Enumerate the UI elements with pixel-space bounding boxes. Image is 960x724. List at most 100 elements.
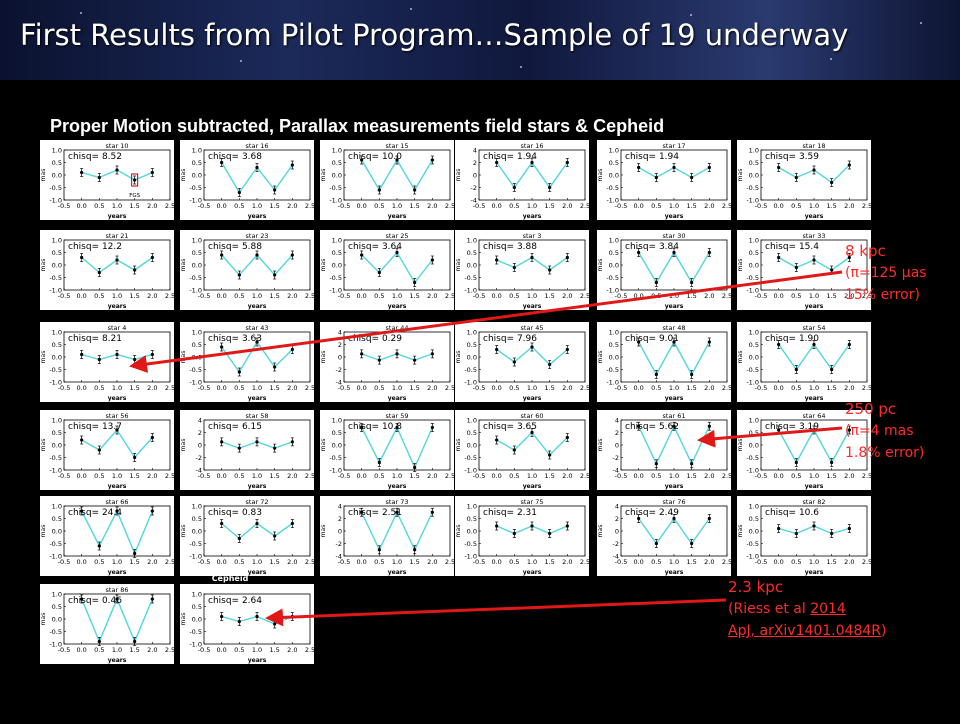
y-axis-label: mas: [455, 439, 462, 452]
y-tick-label: 0.5: [609, 249, 619, 257]
x-tick-label: 1.0: [669, 472, 679, 480]
chisq-label: chisq= 3.59: [765, 152, 819, 162]
data-point: [97, 639, 101, 644]
y-tick-label: 0.0: [52, 527, 62, 535]
x-tick-label: -0.5: [58, 472, 71, 480]
data-point: [115, 352, 119, 357]
chart-panel: star 30-0.50.00.51.01.52.02.5years1.00.5…: [597, 230, 732, 310]
x-tick-label: 2.5: [165, 472, 175, 480]
x-tick-label: 0.0: [633, 472, 643, 480]
x-tick-label: 1.0: [527, 558, 537, 566]
data-point: [273, 188, 277, 192]
y-tick-label: -1.0: [189, 286, 202, 294]
data-point: [115, 258, 119, 262]
panel-background: [737, 410, 871, 490]
y-tick-label: 1.0: [749, 416, 759, 424]
x-tick-label: 0.0: [216, 646, 226, 654]
x-tick-label: 0.5: [374, 472, 384, 480]
data-point: [794, 175, 798, 180]
x-tick-label: 0.0: [76, 646, 86, 654]
x-axis-label: years: [388, 213, 407, 220]
y-tick-label: -1.0: [189, 552, 202, 560]
x-tick-label: 1.5: [686, 202, 696, 210]
reference-link-year[interactable]: 2014: [810, 601, 846, 617]
y-tick-label: -1.0: [746, 466, 759, 474]
data-point: [80, 255, 84, 260]
reference-link-arxiv[interactable]: ApJ, arXiv1401.0484R: [728, 623, 882, 639]
panel-background: [180, 322, 314, 402]
data-point: [654, 462, 658, 466]
data-point: [413, 548, 417, 552]
x-tick-label: 0.5: [791, 202, 801, 210]
x-tick-label: 0.0: [773, 472, 783, 480]
annotation-8kpc-line1: 8 kpc: [845, 242, 886, 260]
y-axis-label: mas: [320, 169, 327, 182]
y-tick-label: 4: [615, 416, 619, 424]
chart-panel: star 58 -0.5 0.0 0.5 1.0 1.5 2.0 2.5 years 4 2 0 -2 -…: [180, 410, 315, 490]
x-tick-label: 1.5: [826, 558, 836, 566]
x-tick-label: 2.5: [445, 292, 455, 300]
y-tick-label: 1.0: [52, 328, 62, 336]
data-point: [548, 531, 552, 536]
data-point: [290, 163, 294, 167]
x-tick-label: 2.0: [704, 292, 714, 300]
chart-panel: star 61 -0.5 0.0 0.5 1.0 1.5 2.0 2.5 years 4 2 0 -2 -…: [597, 410, 732, 490]
chart-panel: star 23 -0.5 0.0 0.5 1.0 1.5 2.0 2.5 years 1.0 0.5…: [180, 230, 315, 310]
y-tick-label: -1.0: [49, 378, 62, 386]
data-point: [637, 340, 641, 344]
y-tick-label: -0.5: [606, 184, 619, 192]
data-point: [512, 448, 516, 452]
y-tick-label: -1.0: [746, 552, 759, 560]
x-tick-label: 1.5: [686, 472, 696, 480]
x-tick-label: 2.0: [562, 472, 572, 480]
y-tick-label: 0.5: [467, 341, 477, 349]
y-tick-label: -0.5: [329, 184, 342, 192]
y-tick-label: 0.0: [192, 171, 202, 179]
y-tick-label: -0.5: [49, 366, 62, 374]
y-axis-label: mas: [320, 259, 327, 272]
x-tick-label: 1.5: [409, 558, 419, 566]
x-tick-label: 2.5: [165, 646, 175, 654]
chart-panel: star 16 -0.5 0.0 0.5 1.0 1.5 2.0 2.5 years 1.0 0.5…: [180, 140, 315, 220]
annotation-250pc-line1: 250 pc: [845, 400, 897, 418]
y-tick-label: -1.0: [746, 196, 759, 204]
x-tick-label: -0.5: [338, 202, 351, 210]
data-point: [707, 340, 711, 344]
x-axis-label: years: [248, 483, 267, 490]
annotation-2-3kpc-line2: (Riess et al: [728, 601, 811, 617]
data-point: [847, 526, 851, 531]
x-tick-label: 1.0: [112, 646, 122, 654]
data-point: [220, 345, 224, 349]
chisq-label: chisq= 3.68: [208, 152, 262, 162]
x-tick-label: 1.0: [809, 472, 819, 480]
x-tick-label: -0.5: [58, 646, 71, 654]
x-tick-label: 0.5: [509, 384, 519, 392]
data-point: [290, 347, 294, 352]
y-axis-label: mas: [320, 351, 327, 364]
x-tick-label: 2.5: [165, 384, 175, 392]
y-tick-label: 0.5: [749, 341, 759, 349]
data-point: [413, 188, 417, 192]
data-point: [395, 250, 399, 255]
x-tick-label: 2.5: [580, 558, 590, 566]
x-axis-label: years: [523, 483, 542, 490]
chart-panel: star 17 -0.5 0.0 0.5 1.0 1.5 2.0 2.5 years 1.0 0.5…: [597, 140, 732, 220]
chart-panel: star 86 -0.5 0.0 0.5 1.0 1.5 2.0 2.5 years 1.0 0.5…: [40, 584, 175, 664]
y-tick-label: -0.5: [329, 274, 342, 282]
x-tick-label: 0.5: [651, 202, 661, 210]
data-point: [777, 165, 781, 170]
x-tick-label: 2.0: [147, 472, 157, 480]
x-tick-label: 0.5: [651, 384, 661, 392]
data-point: [237, 619, 241, 624]
x-tick-label: 2.0: [844, 472, 854, 480]
data-point: [255, 521, 259, 526]
x-tick-label: 0.5: [234, 472, 244, 480]
data-point: [220, 253, 224, 257]
annotation-8kpc: 8 kpc (π=125 μas 15% error): [845, 240, 927, 306]
chisq-label: chisq= 5.88: [208, 242, 262, 252]
x-tick-label: -0.5: [473, 472, 486, 480]
x-tick-label: 2.5: [722, 202, 732, 210]
chart-panel: star 75 -0.5 0.0 0.5 1.0 1.5 2.0 2.5 years 1.0 0.5…: [455, 496, 590, 576]
cepheid-label: Cepheid: [212, 574, 249, 583]
annotation-2-3kpc-line3-end: ): [881, 623, 887, 639]
